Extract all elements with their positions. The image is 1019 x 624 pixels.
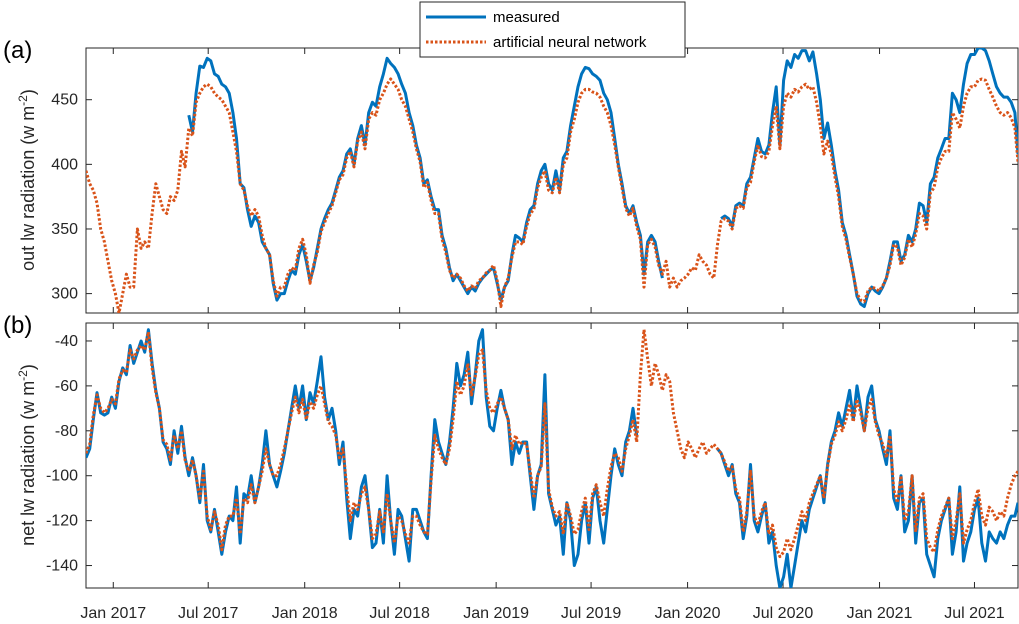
panel-b-series: [86, 328, 1018, 588]
panel-b-ytick-label: -60: [55, 378, 78, 395]
legend-label-ann: artificial neural network: [493, 34, 647, 51]
panel-a-ytick-label: 300: [51, 286, 78, 303]
x-tick-label: Jan 2019: [463, 605, 529, 622]
panel-b-ytick-labels: -140 -120 -100 -80 -60 -40: [46, 333, 78, 575]
panel-a-plot: 300 350 400 450: [51, 47, 1019, 314]
panel-b-series-measured-line: [86, 328, 1018, 588]
panel-a-ylabel: out lw radiation (w m-2): [16, 89, 38, 271]
x-tick-label: Jul 2021: [944, 605, 1005, 622]
panel-b-ytick-label: -40: [55, 333, 78, 350]
legend-label-measured: measured: [493, 9, 560, 26]
panel-b-axes-frame: [85, 322, 1019, 589]
panel-b-ylabel: net lw radiation (w m-2): [16, 364, 38, 546]
x-tick-label: Jan 2017: [80, 605, 146, 622]
x-tick-label: Jul 2018: [369, 605, 430, 622]
legend: measured artificial neural network: [419, 1, 686, 58]
panel-b-ytick-label: -120: [46, 513, 78, 530]
panel-a-ytick-label: 350: [51, 221, 78, 238]
x-tick-label: Jul 2020: [753, 605, 814, 622]
panel-a-letter: (a): [3, 37, 32, 64]
x-tick-labels: Jan 2017 Jul 2017 Jan 2018 Jul 2018 Jan 2019…: [80, 605, 1004, 622]
x-tick-label: Jan 2018: [272, 605, 338, 622]
panel-a-ytick-label: 400: [51, 156, 78, 173]
panel-a-series: [86, 48, 1018, 313]
panel-b-ytick-label: -80: [55, 423, 78, 440]
legend-box: [419, 1, 686, 58]
panel-a-ytick-label: 450: [51, 92, 78, 109]
panel-b-letter: (b): [3, 312, 32, 339]
panel-b-ytick-label: -100: [46, 468, 78, 485]
panel-b-ytick-label: -140: [46, 558, 78, 575]
x-tick-label: Jul 2017: [178, 605, 239, 622]
panel-b-plot: -140-120-100-80-60-40 Jan 2017 Jul 2017 Ja…: [46, 322, 1019, 622]
panel-a-ytick-labels: 300 350 400 450: [51, 92, 78, 303]
panel-a-series-ann-line: [86, 77, 1018, 313]
panel-b-series-ann-line: [86, 328, 1018, 559]
panel-b-ticks: [86, 323, 1018, 588]
x-tick-label: Jan 2020: [655, 605, 721, 622]
x-tick-label: Jul 2019: [561, 605, 622, 622]
x-tick-label: Jan 2021: [847, 605, 913, 622]
